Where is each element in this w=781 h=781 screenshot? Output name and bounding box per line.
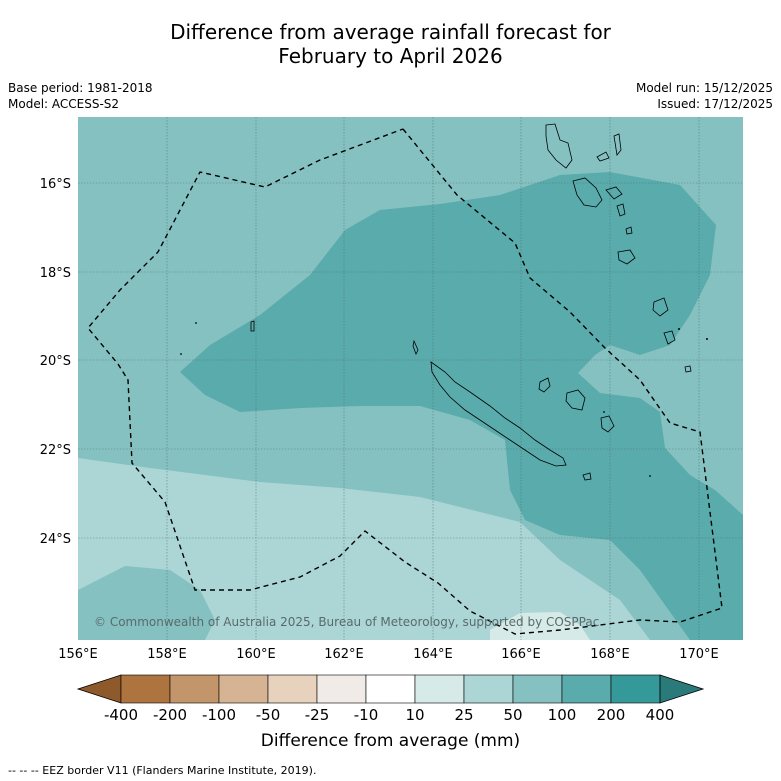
islet-dot xyxy=(678,328,680,330)
shepherd-islands xyxy=(625,226,633,235)
colorbar-bin xyxy=(218,674,269,704)
lon-label: 156°E xyxy=(58,647,98,662)
colorbar-bin xyxy=(267,674,318,704)
colorbar-extend-high xyxy=(659,674,705,704)
colorbar-tick-label: -100 xyxy=(202,706,236,724)
colorbar-tick-label: 200 xyxy=(597,706,626,724)
colorbar-tick-label: 25 xyxy=(454,706,473,724)
colorbar-tick-label: -50 xyxy=(256,706,281,724)
colorbar-tick-label: -400 xyxy=(104,706,138,724)
title-line-2: February to April 2026 xyxy=(278,44,503,68)
colorbar-ticks: -400 -200 -100 -50 -25 -10 10 25 50 100 200 400 xyxy=(104,706,674,724)
band-10-25-patch xyxy=(490,612,590,640)
islet-dot xyxy=(195,322,197,324)
maewo-island xyxy=(613,133,622,156)
meta-left: Base period: 1981-2018 Model: ACCESS-S2 xyxy=(8,80,153,112)
band-100-200 xyxy=(180,172,743,640)
lat-label: 20°S xyxy=(40,354,71,369)
colorbar-tick-label: -25 xyxy=(305,706,330,724)
colorbar-bin xyxy=(120,674,171,704)
rainfall-map: © Commonwealth of Australia 2025, Bureau… xyxy=(78,117,743,640)
colorbar: -400 -200 -100 -50 -25 -10 10 25 50 100 200 400 xyxy=(76,674,705,724)
lat-label: 24°S xyxy=(40,532,71,547)
model-run: Model run: 15/12/2025 xyxy=(635,81,773,95)
islet-dot xyxy=(706,338,708,340)
colorbar-bins xyxy=(120,674,661,704)
colorbar-bin xyxy=(561,674,612,704)
espiritu-santo-island xyxy=(545,123,573,169)
colorbar-title: Difference from average (mm) xyxy=(260,731,521,751)
chesterfield-islet xyxy=(250,320,255,332)
islet-dot xyxy=(603,411,605,413)
lon-label: 164°E xyxy=(413,647,453,662)
colorbar-bin xyxy=(169,674,220,704)
colorbar-bin xyxy=(365,674,416,704)
lat-label: 18°S xyxy=(40,266,71,281)
colorbar-bin xyxy=(610,674,661,704)
copyright-notice: © Commonwealth of Australia 2025, Bureau… xyxy=(94,615,599,629)
lat-label: 22°S xyxy=(40,443,71,458)
eez-border xyxy=(87,128,723,635)
tanna-island xyxy=(663,330,676,345)
colorbar-tick-label: 100 xyxy=(548,706,577,724)
new-caledonia-island xyxy=(430,361,567,467)
lat-label: 16°S xyxy=(40,177,71,192)
band-25-50-south xyxy=(78,458,650,640)
colorbar-bin xyxy=(463,674,514,704)
lon-label: 162°E xyxy=(324,647,364,662)
belep-islands xyxy=(412,339,419,355)
lon-label: 168°E xyxy=(590,647,630,662)
ouvea-island xyxy=(538,377,551,393)
base-period: Base period: 1981-2018 xyxy=(8,81,153,95)
lon-label: 160°E xyxy=(236,647,276,662)
lon-label: 170°E xyxy=(679,647,719,662)
ambrym-island xyxy=(605,186,623,200)
islet-dot xyxy=(180,353,182,355)
latitude-axis: 16°S 18°S 20°S 22°S 24°S xyxy=(40,177,71,547)
model-name: Model: ACCESS-S2 xyxy=(8,97,120,111)
erromango-island xyxy=(652,297,669,317)
colorbar-extend-low xyxy=(76,674,122,704)
longitude-axis: 156°E 158°E 160°E 162°E 164°E 166°E 168°… xyxy=(58,647,719,662)
isle-of-pines xyxy=(582,472,592,481)
meta-right: Model run: 15/12/2025 Issued: 17/12/2025 xyxy=(636,80,773,112)
chart-title: Difference from average rainfall forecas… xyxy=(0,20,781,68)
lon-label: 166°E xyxy=(501,647,541,662)
efate-island xyxy=(617,249,636,265)
aneityum-island xyxy=(684,365,692,373)
colorbar-tick-label: 400 xyxy=(646,706,675,724)
graticule xyxy=(78,117,743,640)
mare-island xyxy=(600,415,615,433)
band-50-100-southwest xyxy=(78,566,215,640)
colorbar-tick-label: 10 xyxy=(405,706,424,724)
footer-note: -- -- -- EEZ border V11 (Flanders Marine… xyxy=(8,764,317,777)
ambae-island xyxy=(596,151,610,162)
colorbar-bin xyxy=(414,674,465,704)
islet-dot xyxy=(649,475,651,477)
title-line-1: Difference from average rainfall forecas… xyxy=(170,20,611,44)
colorbar-bin xyxy=(512,674,563,704)
colorbar-tick-label: 50 xyxy=(503,706,522,724)
issued-date: Issued: 17/12/2025 xyxy=(657,97,773,111)
colorbar-tick-label: -10 xyxy=(354,706,379,724)
colorbar-bin xyxy=(316,674,367,704)
lifou-island xyxy=(565,389,586,411)
epi-island xyxy=(616,203,626,217)
colorbar-tick-label: -200 xyxy=(153,706,187,724)
lon-label: 158°E xyxy=(147,647,187,662)
malekula-island xyxy=(572,177,603,208)
